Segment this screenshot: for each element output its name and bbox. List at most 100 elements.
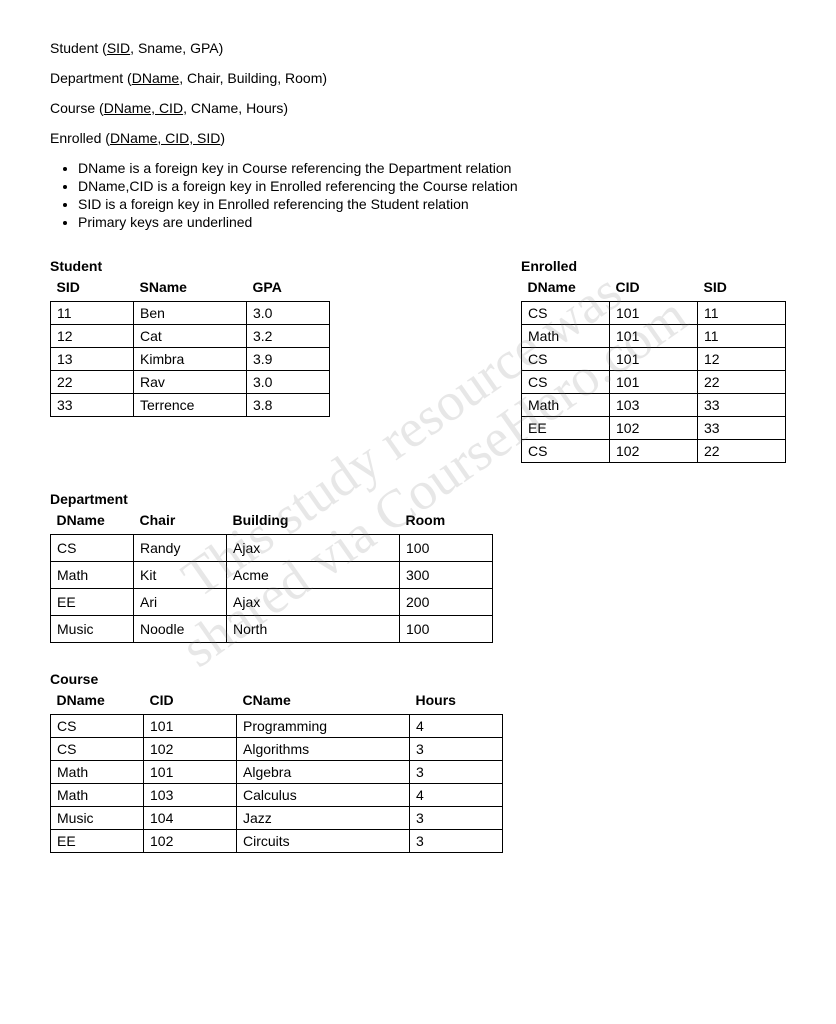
col-header: Room (400, 509, 493, 535)
table-cell: CS (522, 371, 610, 394)
table-cell: 33 (698, 394, 786, 417)
table-cell: Rav (134, 371, 247, 394)
table-row: EE102Circuits3 (51, 830, 503, 853)
table-cell: Algorithms (237, 738, 410, 761)
table-cell: 102 (144, 738, 237, 761)
table-cell: Kit (134, 562, 227, 589)
table-cell: 4 (410, 715, 503, 738)
table-cell: Ben (134, 302, 247, 325)
table-row: MathKitAcme300 (51, 562, 493, 589)
table-cell: 22 (698, 371, 786, 394)
table-row: CSRandyAjax100 (51, 535, 493, 562)
table-cell: 3 (410, 738, 503, 761)
bullet-item: Primary keys are underlined (78, 214, 786, 230)
col-header: CID (144, 689, 237, 715)
table-cell: Ari (134, 589, 227, 616)
schema-rest: , Chair, Building, Room) (179, 70, 327, 86)
table-cell: 101 (610, 371, 698, 394)
bullet-list: DName is a foreign key in Course referen… (50, 160, 786, 230)
table-cell: Cat (134, 325, 247, 348)
table-cell: 3.0 (247, 371, 330, 394)
col-header: SID (51, 276, 134, 302)
table-cell: 101 (144, 761, 237, 784)
col-header: CName (237, 689, 410, 715)
col-header: SID (698, 276, 786, 302)
table-cell: EE (522, 417, 610, 440)
table-cell: Programming (237, 715, 410, 738)
table-cell: Algebra (237, 761, 410, 784)
schema-student: Student (SID, Sname, GPA) (50, 40, 786, 56)
table-cell: 12 (698, 348, 786, 371)
table-cell: Acme (227, 562, 400, 589)
table-cell: EE (51, 830, 144, 853)
table-cell: 33 (698, 417, 786, 440)
table-row: Music104Jazz3 (51, 807, 503, 830)
department-table-block: Department DName Chair Building Room CSR… (50, 491, 786, 643)
table-row: CS10122 (522, 371, 786, 394)
table-cell: Circuits (237, 830, 410, 853)
schema-name: Department (50, 70, 123, 86)
enrolled-tbody: CS10111Math10111CS10112CS10122Math10333E… (522, 302, 786, 463)
table-cell: 101 (610, 302, 698, 325)
table-cell: 100 (400, 616, 493, 643)
table-cell: Ajax (227, 535, 400, 562)
table-cell: CS (51, 535, 134, 562)
table-cell: 103 (144, 784, 237, 807)
table-row: EE10233 (522, 417, 786, 440)
table-cell: Math (51, 784, 144, 807)
bullet-item: SID is a foreign key in Enrolled referen… (78, 196, 786, 212)
table-cell: CS (522, 440, 610, 463)
department-title: Department (50, 491, 786, 507)
table-row: 22Rav3.0 (51, 371, 330, 394)
table-cell: 101 (610, 348, 698, 371)
table-cell: CS (522, 348, 610, 371)
table-cell: Jazz (237, 807, 410, 830)
table-cell: Math (51, 562, 134, 589)
table-row: Math101Algebra3 (51, 761, 503, 784)
table-cell: Math (522, 325, 610, 348)
schema-department: Department (DName, Chair, Building, Room… (50, 70, 786, 86)
table-cell: 12 (51, 325, 134, 348)
col-header: Hours (410, 689, 503, 715)
table-cell: EE (51, 589, 134, 616)
table-cell: 11 (698, 325, 786, 348)
table-cell: 11 (698, 302, 786, 325)
table-cell: 300 (400, 562, 493, 589)
department-table: DName Chair Building Room CSRandyAjax100… (50, 509, 493, 643)
table-cell: 102 (610, 417, 698, 440)
table-cell: Calculus (237, 784, 410, 807)
table-cell: 3 (410, 807, 503, 830)
course-table: DName CID CName Hours CS101Programming4 C… (50, 689, 503, 853)
student-table-block: Student SID SName GPA 11Ben3.012Cat3.213… (50, 258, 330, 417)
table-row: 11Ben3.0 (51, 302, 330, 325)
table-cell: Math (522, 394, 610, 417)
table-cell: Math (51, 761, 144, 784)
table-cell: 104 (144, 807, 237, 830)
table-cell: 3.2 (247, 325, 330, 348)
table-row: Math103Calculus4 (51, 784, 503, 807)
col-header: DName (522, 276, 610, 302)
table-cell: 3 (410, 761, 503, 784)
table-row: CS101Programming4 (51, 715, 503, 738)
schema-rest: ) (220, 130, 225, 146)
table-row: CS10112 (522, 348, 786, 371)
col-header: DName (51, 689, 144, 715)
table-row: EEAriAjax200 (51, 589, 493, 616)
table-cell: 101 (610, 325, 698, 348)
table-cell: Kimbra (134, 348, 247, 371)
col-header: CID (610, 276, 698, 302)
schema-enrolled: Enrolled (DName, CID, SID) (50, 130, 786, 146)
col-header: Chair (134, 509, 227, 535)
department-tbody: CSRandyAjax100MathKitAcme300EEAriAjax200… (51, 535, 493, 643)
table-cell: 3.9 (247, 348, 330, 371)
enrolled-table-block: Enrolled DName CID SID CS10111Math10111C… (521, 258, 786, 463)
table-cell: 33 (51, 394, 134, 417)
table-cell: 102 (144, 830, 237, 853)
bullet-item: DName,CID is a foreign key in Enrolled r… (78, 178, 786, 194)
col-header: GPA (247, 276, 330, 302)
enrolled-table: DName CID SID CS10111Math10111CS10112CS1… (521, 276, 786, 463)
table-cell: Randy (134, 535, 227, 562)
bullet-item: DName is a foreign key in Course referen… (78, 160, 786, 176)
table-row: 12Cat3.2 (51, 325, 330, 348)
col-header: DName (51, 509, 134, 535)
